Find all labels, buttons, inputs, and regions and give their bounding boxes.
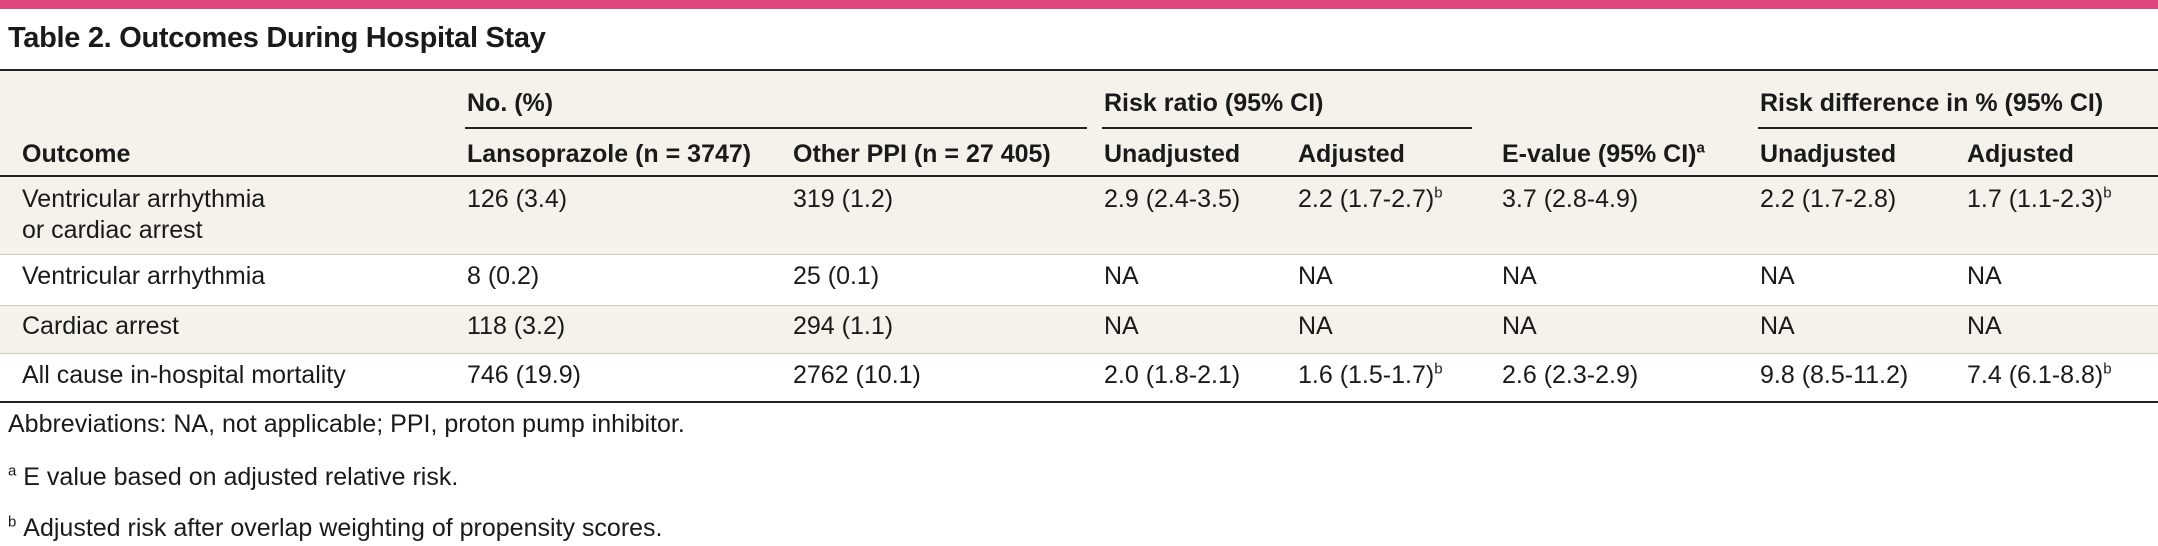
group-rule-rd	[1758, 127, 2158, 129]
header-rd-adjusted: Adjusted	[1967, 140, 2074, 168]
header-rd-unadjusted: Unadjusted	[1760, 140, 1897, 168]
footnote-mark-b: b	[1434, 360, 1443, 378]
row-1-other-ppi: 319 (1.2)	[793, 185, 894, 213]
header-rr-adjusted: Adjusted	[1298, 140, 1405, 168]
footnote-a: a E value based on adjusted relative ris…	[8, 463, 458, 492]
row-3-other-ppi: 294 (1.1)	[793, 312, 894, 340]
footnote-a-mark: a	[8, 462, 17, 480]
row-1-evalue: 3.7 (2.8-4.9)	[1502, 185, 1639, 213]
row-3-background	[0, 306, 2158, 353]
row-divider-3	[0, 353, 2158, 354]
row-2-rr-adjusted: NA	[1298, 262, 1333, 290]
header-group-risk-difference: Risk difference in % (95% CI)	[1760, 89, 2104, 117]
header-outcome: Outcome	[22, 140, 131, 168]
header-evalue: E-value (95% CI)a	[1502, 139, 1705, 170]
row-4-other-ppi: 2762 (10.1)	[793, 361, 921, 389]
row-4-rd-unadjusted: 9.8 (8.5-11.2)	[1760, 361, 1909, 389]
row-1-rr-adjusted-value: 2.2 (1.7-2.7)	[1298, 185, 1435, 213]
table-bottom-rule	[0, 401, 2158, 403]
row-4-rr-adjusted: 1.6 (1.5-1.7)b	[1298, 360, 1443, 391]
row-3-lansoprazole: 118 (3.2)	[467, 312, 566, 340]
row-4-outcome: All cause in-hospital mortality	[22, 361, 346, 389]
accent-bar	[0, 0, 2158, 9]
row-1-rr-unadjusted: 2.9 (2.4-3.5)	[1104, 185, 1241, 213]
row-1-rd-adjusted: 1.7 (1.1-2.3)b	[1967, 184, 2112, 215]
header-rr-unadjusted: Unadjusted	[1104, 140, 1241, 168]
row-3-rr-unadjusted: NA	[1104, 312, 1139, 340]
row-4-rr-unadjusted: 2.0 (1.8-2.1)	[1104, 361, 1241, 389]
footnote-b: b Adjusted risk after overlap weighting …	[8, 514, 663, 543]
row-4-lansoprazole: 746 (19.9)	[467, 361, 581, 389]
row-4-evalue: 2.6 (2.3-2.9)	[1502, 361, 1639, 389]
table-header-background	[0, 71, 2158, 177]
table-title: Table 2. Outcomes During Hospital Stay	[8, 22, 546, 54]
row-2-rr-unadjusted: NA	[1104, 262, 1139, 290]
header-evalue-text: E-value (95% CI)	[1502, 140, 1697, 168]
row-divider-1	[0, 254, 2158, 255]
row-1-rd-unadjusted: 2.2 (1.7-2.8)	[1760, 185, 1897, 213]
row-1-rd-adjusted-value: 1.7 (1.1-2.3)	[1967, 185, 2104, 213]
header-lansoprazole: Lansoprazole (n = 3747)	[467, 140, 752, 168]
footnote-mark-a: a	[1696, 139, 1705, 157]
footnote-mark-b: b	[1434, 184, 1443, 202]
row-3-rd-adjusted: NA	[1967, 312, 2002, 340]
row-2-other-ppi: 25 (0.1)	[793, 262, 880, 290]
group-rule-rr	[1102, 127, 1472, 129]
row-4-rr-adjusted-value: 1.6 (1.5-1.7)	[1298, 361, 1435, 389]
header-bottom-rule	[0, 175, 2158, 177]
row-1-outcome-line1: Ventricular arrhythmia	[22, 185, 266, 213]
table-top-rule	[0, 69, 2158, 71]
row-2-rd-unadjusted: NA	[1760, 262, 1795, 290]
row-4-rd-adjusted-value: 7.4 (6.1-8.8)	[1967, 361, 2104, 389]
row-2-outcome: Ventricular arrhythmia	[22, 262, 266, 290]
footnote-mark-b: b	[2103, 184, 2112, 202]
row-2-lansoprazole: 8 (0.2)	[467, 262, 540, 290]
row-2-evalue: NA	[1502, 262, 1537, 290]
row-1-outcome-line2: or cardiac arrest	[22, 216, 203, 244]
row-divider-2	[0, 305, 2158, 306]
footnote-a-text: E value based on adjusted relative risk.	[23, 463, 459, 491]
row-3-rr-adjusted: NA	[1298, 312, 1333, 340]
row-3-outcome: Cardiac arrest	[22, 312, 179, 340]
footnote-b-text: Adjusted risk after overlap weighting of…	[23, 514, 663, 542]
footnote-mark-b: b	[2103, 360, 2112, 378]
footnote-b-mark: b	[8, 513, 17, 531]
group-rule-no	[465, 127, 1087, 129]
row-4-rd-adjusted: 7.4 (6.1-8.8)b	[1967, 360, 2112, 391]
row-1-background	[0, 177, 2158, 254]
header-group-risk-ratio: Risk ratio (95% CI)	[1104, 89, 1324, 117]
row-1-lansoprazole: 126 (3.4)	[467, 185, 568, 213]
abbreviations-note: Abbreviations: NA, not applicable; PPI, …	[8, 410, 685, 438]
header-group-no: No. (%)	[467, 89, 554, 117]
header-other-ppi: Other PPI (n = 27 405)	[793, 140, 1051, 168]
row-2-rd-adjusted: NA	[1967, 262, 2002, 290]
row-3-evalue: NA	[1502, 312, 1537, 340]
row-1-rr-adjusted: 2.2 (1.7-2.7)b	[1298, 184, 1443, 215]
row-3-rd-unadjusted: NA	[1760, 312, 1795, 340]
